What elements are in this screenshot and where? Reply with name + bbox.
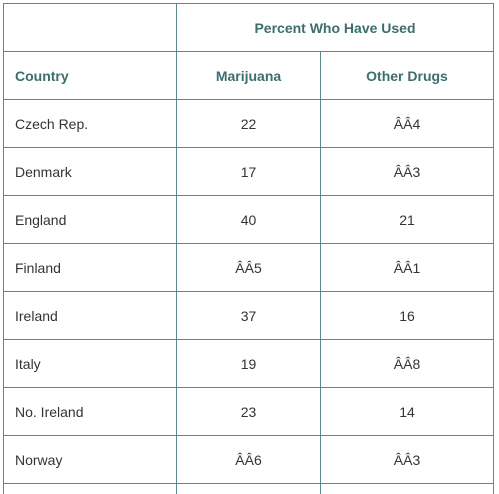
marijuana-cell: ÂÂ6 [177,436,321,484]
country-cell: Czech Rep. [4,100,177,148]
other-drugs-cell: 21 [321,196,494,244]
column-header-country: Country [4,52,177,100]
marijuana-cell: 23 [177,388,321,436]
table-row: England 40 21 [4,196,494,244]
table-row: Norway ÂÂ6 ÂÂ3 [4,436,494,484]
table-row: Ireland 37 16 [4,292,494,340]
empty-corner-cell [4,4,177,52]
country-cell: No. Ireland [4,388,177,436]
marijuana-cell: 19 [177,340,321,388]
other-drugs-cell: ÂÂ3 [321,148,494,196]
marijuana-cell: 17 [177,148,321,196]
marijuana-cell: ÂÂ5 [177,244,321,292]
country-cell: England [4,196,177,244]
other-drugs-cell: ÂÂ4 [321,100,494,148]
group-header-row: Percent Who Have Used [4,4,494,52]
group-header-percent-used: Percent Who Have Used [177,4,494,52]
marijuana-cell: 22 [177,100,321,148]
country-cell: Italy [4,340,177,388]
table-row: Czech Rep. 22 ÂÂ4 [4,100,494,148]
table-row: Denmark 17 ÂÂ3 [4,148,494,196]
table-row: No. Ireland 23 14 [4,388,494,436]
other-drugs-cell: ÂÂ1 [321,244,494,292]
marijuana-cell: 37 [177,292,321,340]
other-drugs-cell: ÂÂ8 [321,340,494,388]
other-drugs-cell: ÂÂ3 [321,436,494,484]
marijuana-cell: 40 [177,196,321,244]
table-row: Finland ÂÂ5 ÂÂ1 [4,244,494,292]
drug-use-table: Percent Who Have Used Country Marijuana … [3,3,494,494]
country-cell: Finland [4,244,177,292]
country-cell: Ireland [4,292,177,340]
table-row: Italy 19 ÂÂ8 [4,340,494,388]
country-cell: Norway [4,436,177,484]
country-cell: Denmark [4,148,177,196]
other-drugs-cell: 14 [321,388,494,436]
column-header-marijuana: Marijuana [177,52,321,100]
other-drugs-cell: 16 [321,292,494,340]
column-header-other-drugs: Other Drugs [321,52,494,100]
column-header-row: Country Marijuana Other Drugs [4,52,494,100]
